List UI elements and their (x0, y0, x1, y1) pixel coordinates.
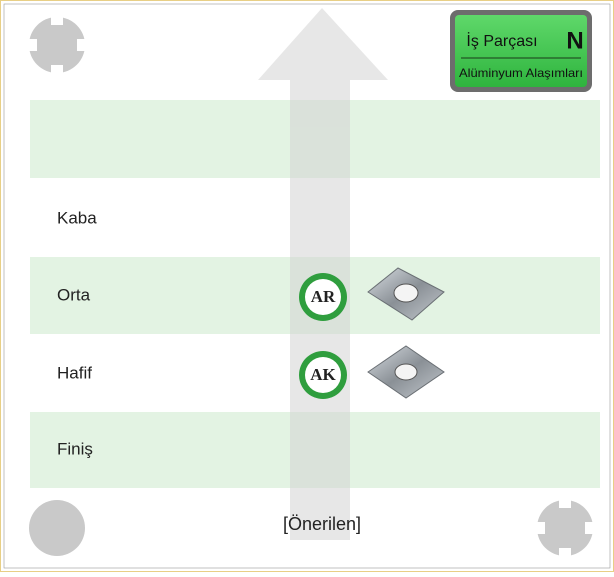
badge-grade: N (566, 27, 583, 54)
corner-icon (29, 500, 85, 556)
row-label: Finiş (57, 439, 93, 458)
grade-chip[interactable]: AR (299, 273, 347, 321)
corner-icon (535, 498, 595, 558)
badge-title: İş Parçası (466, 31, 537, 50)
grade-code: AR (311, 287, 336, 306)
corner-icon (27, 15, 87, 75)
footer-label: [Önerilen] (283, 514, 361, 534)
row-label: Orta (57, 285, 91, 304)
grade-code: AK (310, 365, 336, 384)
insert-image (367, 267, 445, 321)
row-label: Hafif (57, 363, 92, 382)
grade-chip[interactable]: AK (299, 351, 347, 399)
insert-image (367, 345, 445, 399)
row-label: Kaba (57, 208, 97, 227)
workpiece-badge: İş Parçası N Alüminyum Alaşımları (450, 10, 592, 92)
badge-material: Alüminyum Alaşımları (459, 66, 583, 80)
